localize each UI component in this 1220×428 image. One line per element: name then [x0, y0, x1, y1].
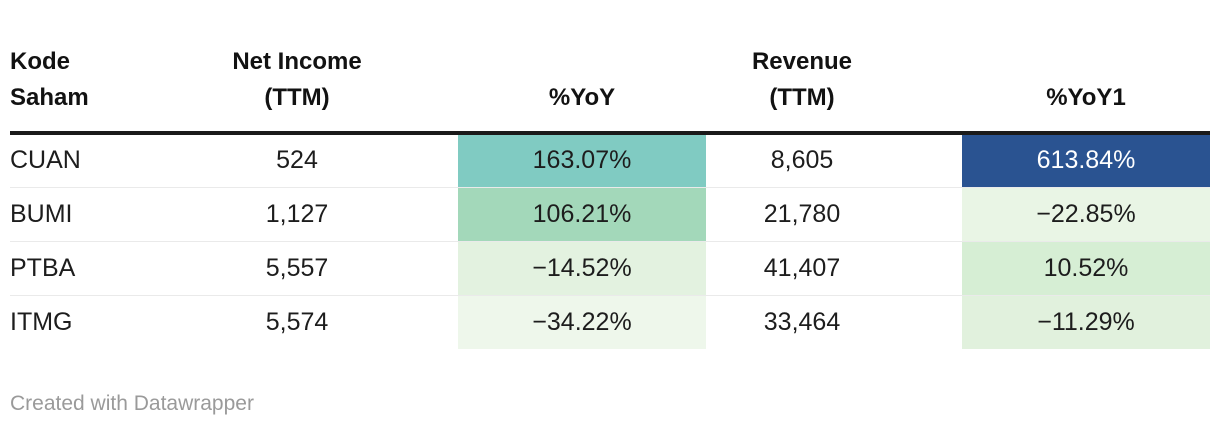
attribution-footer: Created with Datawrapper [10, 392, 1210, 416]
cell-net-income: 5,557 [200, 241, 458, 296]
header-line: (TTM) [769, 84, 835, 111]
cell-yoy-heatmap: −34.22% [458, 295, 706, 349]
cell-revenue: 33,464 [763, 307, 841, 336]
datawrapper-attribution-link[interactable]: Created with Datawrapper [10, 392, 254, 415]
table-header: Kode Saham Net Income (TTM) %YoY Revenue… [10, 0, 1210, 135]
cell-yoy1-heatmap: 613.84% [962, 133, 1210, 188]
cell-kode-saham: CUAN [10, 133, 200, 188]
column-header-revenue-ttm: Revenue (TTM) [706, 0, 962, 135]
column-header-yoy: %YoY [458, 0, 706, 135]
cell-revenue: 41,407 [706, 241, 962, 296]
cell-net-income: 1,127 [200, 187, 458, 242]
header-row: Kode Saham Net Income (TTM) %YoY Revenue… [10, 0, 1210, 135]
cell-revenue: 21,780 [706, 187, 962, 242]
table-row-itmg: ITMG 5,574 −34.22% 33,464 −11.29% [10, 295, 1210, 349]
cell-kode-saham: BUMI [10, 187, 200, 242]
cell-kode-saham: ITMG [10, 307, 73, 336]
cell-kode-saham: PTBA [10, 241, 200, 296]
table-row-cuan: CUAN 524 163.07% 8,605 613.84% [10, 133, 1210, 188]
header-line: Net Income [232, 48, 362, 75]
header-line: Revenue [751, 48, 853, 75]
header-line: (TTM) [264, 84, 330, 111]
cell-yoy-heatmap: −14.52% [458, 241, 706, 296]
cell-yoy-heatmap: 163.07% [458, 133, 706, 188]
cell-yoy1-heatmap: −22.85% [962, 187, 1210, 242]
column-header-kode-saham: Kode Saham [10, 0, 200, 135]
column-header-net-income-ttm: Net Income (TTM) [200, 0, 458, 135]
cell-yoy-heatmap: 106.21% [458, 187, 706, 242]
header-line: Kode [10, 48, 70, 75]
table-row-bumi: BUMI 1,127 106.21% 21,780 −22.85% [10, 187, 1210, 242]
cell-yoy1-heatmap: 10.52% [962, 241, 1210, 296]
header-line: Saham [10, 84, 89, 111]
data-table: Kode Saham Net Income (TTM) %YoY Revenue… [10, 0, 1210, 349]
header-line: %YoY [548, 84, 616, 111]
cell-net-income: 5,574 [265, 307, 329, 336]
header-line: %YoY1 [1046, 84, 1126, 111]
table-row-ptba: PTBA 5,557 −14.52% 41,407 10.52% [10, 241, 1210, 296]
table-body: CUAN 524 163.07% 8,605 613.84% BUMI 1,12… [10, 133, 1210, 349]
cell-net-income: 524 [200, 133, 458, 188]
cell-revenue: 8,605 [706, 133, 962, 188]
cell-yoy1-heatmap: −11.29% [962, 295, 1210, 349]
column-header-yoy1: %YoY1 [962, 0, 1210, 135]
